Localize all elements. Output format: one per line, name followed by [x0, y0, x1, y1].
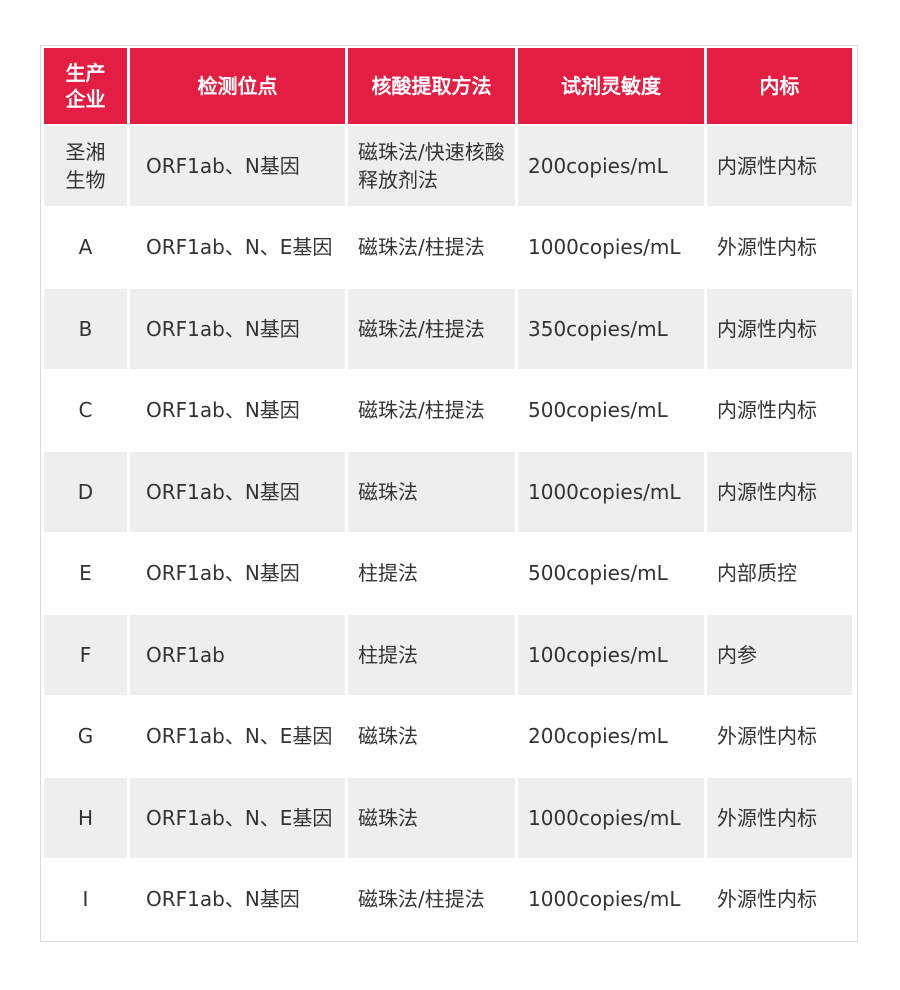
cell-extraction: 磁珠法/柱提法	[348, 289, 515, 369]
cell-sensitivity: 200copies/mL	[518, 696, 704, 776]
cell-internal-control: 内源性内标	[707, 370, 852, 450]
cell-extraction: 磁珠法	[348, 696, 515, 776]
cell-sensitivity: 1000copies/mL	[518, 452, 704, 532]
cell-company: I	[44, 859, 127, 939]
cell-extraction: 磁珠法/柱提法	[348, 370, 515, 450]
cell-extraction: 磁珠法/柱提法	[348, 859, 515, 939]
cell-target: ORF1ab、N、E基因	[130, 696, 345, 776]
cell-extraction: 柱提法	[348, 615, 515, 695]
table-row: I ORF1ab、N基因 磁珠法/柱提法 1000copies/mL 外源性内标	[44, 859, 852, 939]
header-company: 生产企业	[44, 48, 127, 124]
cell-company: E	[44, 533, 127, 613]
cell-extraction: 磁珠法	[348, 778, 515, 858]
cell-internal-control: 内部质控	[707, 533, 852, 613]
cell-target: ORF1ab、N基因	[130, 533, 345, 613]
cell-internal-control: 内源性内标	[707, 126, 852, 206]
cell-sensitivity: 1000copies/mL	[518, 207, 704, 287]
comparison-table-frame: 生产企业 检测位点 核酸提取方法 试剂灵敏度 内标 圣湘生物 ORF1ab、N基因…	[40, 45, 858, 942]
cell-internal-control: 外源性内标	[707, 859, 852, 939]
cell-target: ORF1ab、N基因	[130, 452, 345, 532]
cell-company: 圣湘生物	[44, 126, 127, 206]
cell-company: F	[44, 615, 127, 695]
cell-extraction: 磁珠法/柱提法	[348, 207, 515, 287]
cell-company: A	[44, 207, 127, 287]
cell-target: ORF1ab、N基因	[130, 126, 345, 206]
cell-company: H	[44, 778, 127, 858]
cell-target: ORF1ab	[130, 615, 345, 695]
cell-extraction: 磁珠法	[348, 452, 515, 532]
cell-sensitivity: 100copies/mL	[518, 615, 704, 695]
cell-target: ORF1ab、N、E基因	[130, 207, 345, 287]
header-sensitivity: 试剂灵敏度	[518, 48, 704, 124]
header-internal-control: 内标	[707, 48, 852, 124]
cell-target: ORF1ab、N基因	[130, 370, 345, 450]
table-row: 圣湘生物 ORF1ab、N基因 磁珠法/快速核酸释放剂法 200copies/mL 内源…	[44, 126, 852, 206]
cell-internal-control: 内源性内标	[707, 452, 852, 532]
header-extraction: 核酸提取方法	[348, 48, 515, 124]
cell-sensitivity: 200copies/mL	[518, 126, 704, 206]
cell-sensitivity: 500copies/mL	[518, 370, 704, 450]
table-row: G ORF1ab、N、E基因 磁珠法 200copies/mL 外源性内标	[44, 696, 852, 776]
comparison-table: 生产企业 检测位点 核酸提取方法 试剂灵敏度 内标 圣湘生物 ORF1ab、N基因…	[41, 46, 855, 941]
cell-sensitivity: 350copies/mL	[518, 289, 704, 369]
cell-target: ORF1ab、N基因	[130, 289, 345, 369]
table-row: B ORF1ab、N基因 磁珠法/柱提法 350copies/mL 内源性内标	[44, 289, 852, 369]
table-row: E ORF1ab、N基因 柱提法 500copies/mL 内部质控	[44, 533, 852, 613]
cell-internal-control: 内参	[707, 615, 852, 695]
cell-sensitivity: 1000copies/mL	[518, 859, 704, 939]
cell-extraction: 磁珠法/快速核酸释放剂法	[348, 126, 515, 206]
table-row: C ORF1ab、N基因 磁珠法/柱提法 500copies/mL 内源性内标	[44, 370, 852, 450]
table-row: F ORF1ab 柱提法 100copies/mL 内参	[44, 615, 852, 695]
cell-internal-control: 外源性内标	[707, 207, 852, 287]
cell-company: B	[44, 289, 127, 369]
cell-internal-control: 外源性内标	[707, 778, 852, 858]
table-row: H ORF1ab、N、E基因 磁珠法 1000copies/mL 外源性内标	[44, 778, 852, 858]
cell-target: ORF1ab、N、E基因	[130, 778, 345, 858]
cell-extraction: 柱提法	[348, 533, 515, 613]
cell-sensitivity: 1000copies/mL	[518, 778, 704, 858]
cell-company: C	[44, 370, 127, 450]
cell-sensitivity: 500copies/mL	[518, 533, 704, 613]
table-row: D ORF1ab、N基因 磁珠法 1000copies/mL 内源性内标	[44, 452, 852, 532]
cell-company: D	[44, 452, 127, 532]
cell-target: ORF1ab、N基因	[130, 859, 345, 939]
cell-internal-control: 外源性内标	[707, 696, 852, 776]
header-target: 检测位点	[130, 48, 345, 124]
header-row: 生产企业 检测位点 核酸提取方法 试剂灵敏度 内标	[44, 48, 852, 124]
cell-internal-control: 内源性内标	[707, 289, 852, 369]
table-row: A ORF1ab、N、E基因 磁珠法/柱提法 1000copies/mL 外源性内标	[44, 207, 852, 287]
cell-company: G	[44, 696, 127, 776]
